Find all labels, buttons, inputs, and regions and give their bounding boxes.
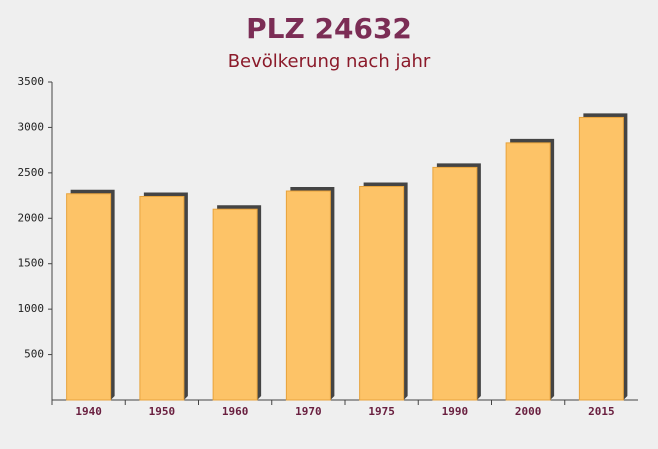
y-tick-label: 2500 xyxy=(18,166,45,179)
bar xyxy=(66,193,112,401)
x-tick-label: 2000 xyxy=(515,405,542,418)
y-tick-label: 500 xyxy=(24,348,44,361)
bar xyxy=(432,166,478,401)
y-tick-label: 1000 xyxy=(18,302,45,315)
chart-subtitle: Bevölkerung nach jahr xyxy=(228,51,431,72)
bar xyxy=(139,195,185,401)
x-tick-label: 1975 xyxy=(368,405,395,418)
bar xyxy=(359,185,405,401)
x-tick-label: 1970 xyxy=(295,405,322,418)
bar xyxy=(285,190,331,401)
x-tick-label: 1990 xyxy=(442,405,469,418)
x-tick-label: 1960 xyxy=(222,405,249,418)
x-tick-label: 1940 xyxy=(75,405,102,418)
y-tick-label: 1500 xyxy=(18,257,45,270)
y-tick-label: 3000 xyxy=(18,120,45,133)
chart-title: PLZ 24632 xyxy=(246,12,412,45)
x-tick-label: 2015 xyxy=(588,405,615,418)
bar xyxy=(212,208,258,401)
bar xyxy=(578,116,624,401)
y-tick-label: 3500 xyxy=(18,75,45,88)
bar xyxy=(505,142,551,401)
y-tick-label: 2000 xyxy=(18,211,45,224)
x-tick-label: 1950 xyxy=(149,405,176,418)
